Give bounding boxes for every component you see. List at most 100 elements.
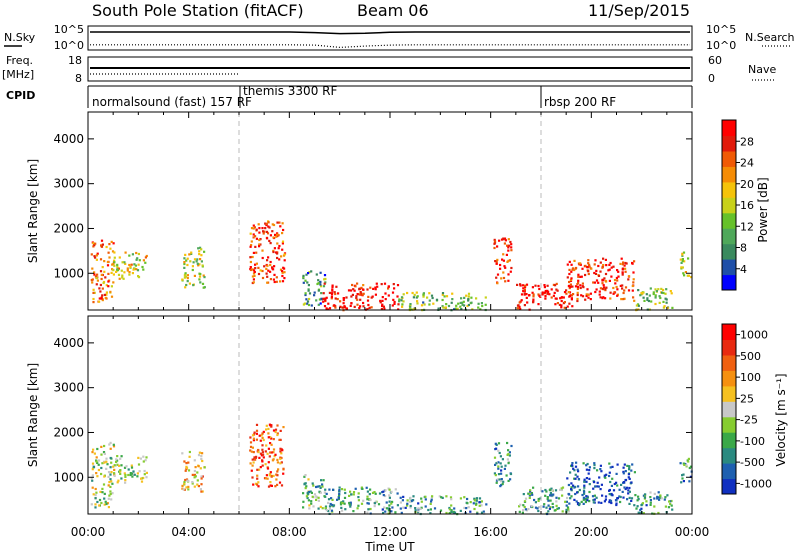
scatter-cell: [349, 501, 352, 504]
scatter-cell: [183, 266, 186, 269]
scatter-cell: [92, 448, 95, 451]
scatter-cell: [588, 500, 591, 503]
scatter-cell: [109, 447, 112, 450]
scatter-cell: [374, 288, 377, 291]
scatter-cell: [252, 281, 255, 284]
scatter-cell: [327, 501, 330, 504]
scatter-cell: [478, 501, 481, 504]
scatter-cell: [109, 290, 112, 293]
scatter-cell: [604, 297, 607, 300]
scatter-cell: [354, 285, 357, 288]
scatter-cell: [409, 305, 412, 308]
scatter-cell: [267, 485, 271, 488]
scatter-cell: [383, 506, 386, 509]
scatter-cell: [281, 248, 284, 251]
scatter-cell: [268, 239, 271, 242]
colorbar-tick-label: 100: [740, 371, 761, 384]
scatter-cell: [328, 291, 331, 294]
scatter-cell: [317, 303, 320, 306]
scatter-cell: [281, 449, 284, 452]
scatter-cell: [680, 266, 683, 269]
scatter-cell: [320, 285, 323, 288]
scatter-cell: [366, 511, 369, 514]
scatter-cell: [97, 459, 101, 462]
scatter-cell: [624, 261, 627, 265]
scatter-cell: [136, 475, 139, 478]
scatter-cell: [253, 274, 256, 277]
scatter-cell: [570, 488, 573, 491]
scatter-cell: [469, 510, 472, 513]
scatter-cell: [565, 292, 568, 295]
scatter-cell: [269, 234, 272, 237]
scatter-cell: [682, 473, 685, 476]
scatter-cell: [262, 456, 265, 459]
scatter-cell: [480, 500, 483, 503]
scatter-cell: [384, 510, 387, 513]
scatter-cell: [270, 451, 273, 454]
scatter-cell: [256, 477, 259, 480]
scatter-cell: [101, 266, 104, 269]
scatter-cell: [132, 268, 135, 271]
scatter-cell: [671, 306, 674, 309]
scatter-cell: [191, 482, 194, 485]
scatter-cell: [463, 296, 466, 299]
scatter-cell: [510, 243, 513, 246]
scatter-cell: [585, 294, 588, 298]
cpid-segment-2: themis 3300 RF: [243, 84, 337, 98]
scatter-cell: [137, 456, 140, 459]
scatter-cell: [466, 304, 469, 308]
scatter-cell: [585, 477, 588, 480]
scatter-cell: [628, 502, 631, 505]
scatter-cell: [265, 444, 268, 447]
colorbar-swatch: [722, 197, 736, 214]
scatter-cell: [657, 496, 660, 499]
scatter-cell: [342, 299, 345, 302]
scatter-cell: [493, 456, 497, 459]
scatter-cell: [265, 272, 268, 275]
scatter-cell: [572, 484, 575, 487]
scatter-cell: [142, 476, 145, 480]
scatter-cell: [571, 268, 574, 271]
scatter-cell: [623, 289, 626, 292]
scatter-cell: [494, 463, 497, 466]
scatter-cell: [339, 503, 343, 506]
scatter-cell: [587, 262, 590, 265]
scatter-cell: [642, 512, 645, 515]
scatter-cell: [508, 259, 511, 262]
scatter-cell: [509, 270, 512, 273]
scatter-cell: [565, 500, 568, 503]
cpid-segment-3: rbsp 200 RF: [544, 95, 616, 109]
scatter-cell: [184, 275, 188, 278]
scatter-cell: [420, 500, 423, 503]
power-colorbar-label: Power [dB]: [756, 177, 770, 242]
scatter-cell: [255, 228, 258, 231]
scatter-cell: [404, 506, 407, 509]
scatter-cell: [527, 492, 530, 495]
scatter-cell: [588, 466, 591, 469]
scatter-cell: [282, 254, 286, 257]
scatter-cell: [191, 265, 194, 268]
scatter-cell: [642, 296, 645, 299]
scatter-cell: [121, 261, 124, 264]
scatter-cell: [252, 227, 255, 230]
scatter-cell: [266, 259, 269, 262]
scatter-cell: [526, 301, 529, 304]
scatter-cell: [479, 308, 482, 311]
scatter-cell: [440, 496, 443, 499]
scatter-cell: [449, 496, 453, 499]
scatter-cell: [683, 260, 686, 263]
scatter-cell: [543, 503, 546, 506]
scatter-cell: [614, 282, 617, 285]
scatter-cell: [647, 299, 650, 303]
scatter-cell: [643, 496, 647, 499]
scatter-cell: [262, 453, 265, 456]
scatter-cell: [459, 301, 462, 304]
scatter-cell: [441, 496, 444, 499]
scatter-cell: [581, 493, 584, 497]
scatter-cell: [344, 491, 347, 495]
scatter-cell: [101, 491, 104, 494]
scatter-cell: [621, 263, 624, 266]
scatter-cell: [466, 502, 469, 505]
scatter-cell: [105, 245, 108, 249]
scatter-cell: [484, 296, 487, 299]
